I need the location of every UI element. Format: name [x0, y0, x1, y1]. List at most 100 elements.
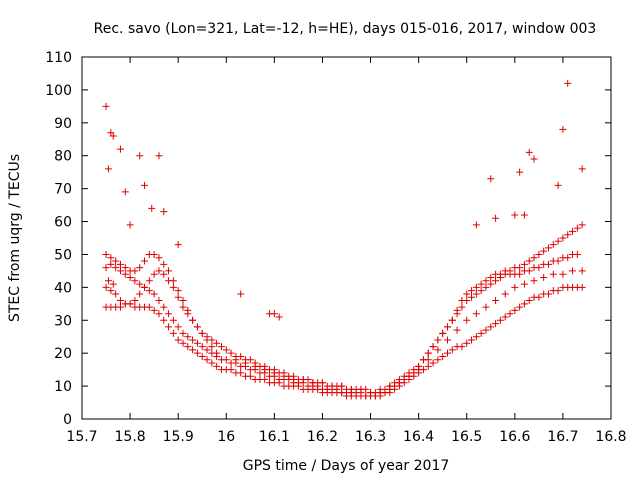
data-point: [165, 267, 173, 275]
data-point: [275, 313, 283, 321]
data-point: [155, 267, 163, 275]
data-point: [506, 310, 514, 318]
x-tick-label: 15.9: [163, 429, 194, 445]
data-point: [112, 257, 120, 265]
data-point: [150, 306, 158, 314]
data-point: [487, 273, 495, 281]
data-point: [217, 343, 225, 351]
plot-frame: [81, 56, 612, 420]
data-point: [477, 329, 485, 337]
data-point: [160, 260, 168, 268]
series-5: [102, 79, 586, 321]
data-point: [395, 379, 403, 387]
data-point: [458, 297, 466, 305]
data-point: [189, 316, 197, 324]
data-point: [116, 303, 124, 311]
data-point: [578, 283, 586, 291]
data-point: [424, 362, 432, 370]
data-point: [102, 264, 110, 272]
data-point: [535, 264, 543, 272]
x-tick-label: 16.5: [451, 429, 482, 445]
data-point: [246, 372, 254, 380]
data-point: [174, 287, 182, 295]
data-point: [198, 329, 206, 337]
data-point: [443, 336, 451, 344]
data-point: [482, 326, 490, 334]
x-axis-label: GPS time / Days of year 2017: [243, 458, 450, 474]
y-tick-label: 110: [45, 50, 72, 66]
data-point: [213, 349, 221, 357]
data-point: [213, 339, 221, 347]
data-point: [468, 287, 476, 295]
data-point: [463, 290, 471, 298]
data-point: [141, 283, 149, 291]
data-point: [102, 250, 110, 258]
data-point: [472, 333, 480, 341]
data-point: [520, 211, 528, 219]
data-point: [549, 270, 557, 278]
data-point: [155, 310, 163, 318]
x-axis: 15.7 15.8 15.9 16 16.1 16.2 16.3 16.4 16.5 16.6 16…: [66, 57, 627, 445]
data-point: [150, 290, 158, 298]
y-axis: 0 10 20 30 40 50 60 70 80 90 100 110: [45, 50, 611, 428]
data-point: [193, 349, 201, 357]
data-point: [169, 283, 177, 291]
y-tick-label: 100: [45, 83, 72, 99]
data-point: [169, 329, 177, 337]
data-point: [109, 132, 117, 140]
data-point: [386, 382, 394, 390]
data-point: [516, 270, 524, 278]
data-point: [198, 343, 206, 351]
data-point: [559, 234, 567, 242]
data-point: [246, 356, 254, 364]
data-point: [492, 277, 500, 285]
data-point: [472, 310, 480, 318]
data-point: [174, 323, 182, 331]
y-tick-label: 50: [54, 247, 72, 263]
data-point: [104, 165, 112, 173]
data-point: [145, 277, 153, 285]
data-point: [468, 293, 476, 301]
series-3: [102, 221, 586, 397]
data-point: [448, 346, 456, 354]
data-point: [516, 168, 524, 176]
y-axis-label: STEC from uqrg / TECUs: [7, 154, 23, 322]
data-point: [501, 290, 509, 298]
data-point: [439, 329, 447, 337]
data-point: [520, 280, 528, 288]
data-point: [203, 356, 211, 364]
data-point: [189, 336, 197, 344]
y-tick-label: 60: [54, 215, 72, 231]
data-point: [165, 310, 173, 318]
data-point: [458, 303, 466, 311]
data-point: [472, 290, 480, 298]
data-point: [131, 267, 139, 275]
data-point: [290, 376, 298, 384]
data-point: [145, 287, 153, 295]
y-tick-label: 80: [54, 149, 72, 165]
data-point: [559, 125, 567, 133]
data-point: [472, 283, 480, 291]
data-point: [222, 346, 230, 354]
data-point: [232, 356, 240, 364]
data-point: [121, 188, 129, 196]
data-point: [102, 283, 110, 291]
data-point: [189, 346, 197, 354]
data-point: [112, 290, 120, 298]
data-point: [193, 323, 201, 331]
data-point: [429, 359, 437, 367]
data-point: [564, 231, 572, 239]
data-point: [126, 221, 134, 229]
data-point: [136, 264, 144, 272]
data-point: [554, 181, 562, 189]
data-point: [104, 277, 112, 285]
data-point: [208, 343, 216, 351]
data-point: [506, 267, 514, 275]
data-point: [107, 287, 115, 295]
data-point: [208, 359, 216, 367]
data-point: [487, 323, 495, 331]
data-point: [458, 343, 466, 351]
data-point: [516, 264, 524, 272]
series-4: [102, 267, 586, 397]
data-point: [227, 349, 235, 357]
